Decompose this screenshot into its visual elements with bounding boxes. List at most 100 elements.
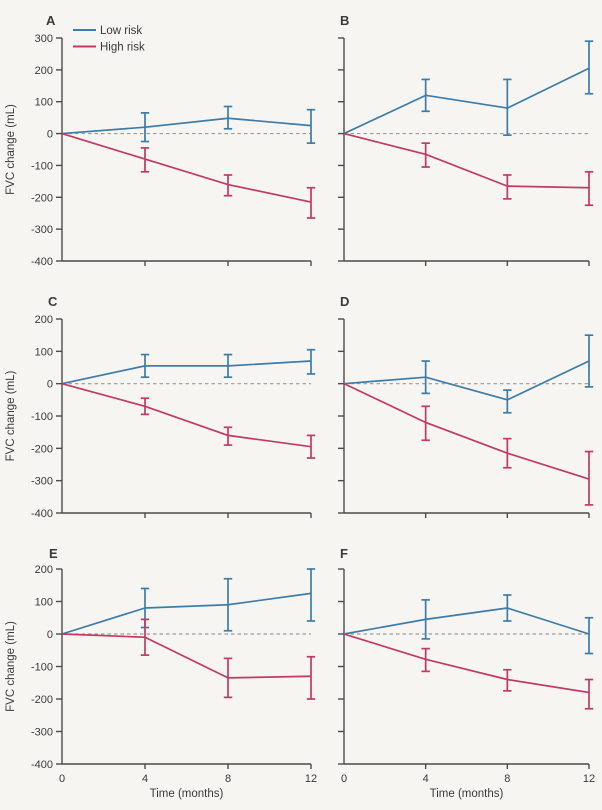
legend-label-low_risk: Low risk <box>100 25 142 37</box>
y-axis-title: FVC change (mL) <box>5 370 17 461</box>
high-risk-error-bar <box>140 147 150 173</box>
high-risk-error-bar <box>421 142 430 168</box>
panel-a-chart: A 300 200 100 0 -100 -200 -300 -400 FVC change (m… <box>5 13 316 268</box>
low-risk-error-bar <box>306 568 316 622</box>
high-risk-error-bar <box>584 678 594 710</box>
high-risk-error-bar <box>584 170 594 207</box>
y-tick-label: -100 <box>31 160 53 172</box>
x-axis-title: Time (months) <box>150 788 224 800</box>
high-risk-error-bar <box>223 657 233 699</box>
y-tick-label: -400 <box>31 508 53 520</box>
panel-d: D <box>322 280 602 550</box>
low-risk-error-bar <box>421 78 430 113</box>
y-tick-label: -300 <box>31 476 53 488</box>
high-risk-error-bar <box>306 186 316 219</box>
low-risk-error-bar <box>421 599 430 640</box>
y-tick-label: -100 <box>31 662 53 674</box>
y-tick-label: -200 <box>31 694 53 706</box>
panel-c-chart: C 200 100 0 -100 -200 -300 -400 FVC change (mL) <box>5 294 316 520</box>
y-tick-label: -300 <box>31 727 53 739</box>
panel-e-chart: E 200 100 0 -100 -200 -300 -400 FVC change (mL) 0… <box>5 546 317 800</box>
high-risk-error-bar <box>223 174 233 197</box>
high-risk-line <box>61 382 312 448</box>
low-risk-line <box>61 360 312 385</box>
x-tick-label: 8 <box>504 773 510 785</box>
low-risk-error-bar <box>584 40 594 95</box>
y-axis-title: FVC change (mL) <box>5 104 17 195</box>
high-risk-error-bar <box>140 618 150 656</box>
panel-c: C 200 100 0 -100 -200 -300 -400 FVC change (mL) <box>0 280 322 550</box>
panel-e: E 200 100 0 -100 -200 -300 -400 FVC change (mL) 0… <box>0 545 322 810</box>
high-risk-line <box>343 633 590 694</box>
high-risk-error-bar <box>223 426 233 446</box>
high-risk-error-bar <box>421 405 430 442</box>
x-tick-label: 4 <box>142 773 148 785</box>
y-tick-label: -400 <box>31 759 53 771</box>
y-tick-label: 100 <box>35 346 53 358</box>
panel-f-chart: F 0 4 8 12 Time (months) <box>338 546 595 800</box>
y-tick-label: 100 <box>35 597 53 609</box>
low-risk-error-bar <box>421 360 430 395</box>
y-tick-label: 0 <box>47 129 53 141</box>
x-tick-label: 0 <box>341 773 347 785</box>
y-tick-label: 0 <box>47 629 53 641</box>
high-risk-line <box>343 132 590 189</box>
low-risk-line <box>61 117 312 135</box>
high-risk-error-bar <box>503 437 512 469</box>
high-risk-line <box>61 132 312 203</box>
y-tick-label: 300 <box>35 33 53 45</box>
low-risk-error-bar <box>140 353 150 379</box>
x-tick-label: 0 <box>59 773 65 785</box>
panel-a: A 300 200 100 0 -100 -200 -300 -400 FVC change (m… <box>0 0 322 285</box>
y-tick-label: -200 <box>31 443 53 455</box>
x-tick-label: 12 <box>305 773 317 785</box>
x-tick-label: 4 <box>423 773 429 785</box>
low-risk-error-bar <box>503 78 512 137</box>
y-tick-label: -300 <box>31 224 53 236</box>
high-risk-error-bar <box>503 174 512 200</box>
panel-letter: F <box>340 546 348 561</box>
high-risk-error-bar <box>503 668 512 692</box>
low-risk-error-bar <box>306 348 316 375</box>
low-risk-error-bar <box>223 577 233 632</box>
low-risk-error-bar <box>140 112 150 143</box>
low-risk-error-bar <box>584 334 594 388</box>
high-risk-line <box>61 633 312 679</box>
panel-d-chart: D <box>338 294 594 518</box>
low-risk-line <box>61 592 312 635</box>
y-tick-label: 200 <box>35 314 53 326</box>
panel-letter: B <box>340 13 349 28</box>
panel-b-chart: B <box>338 13 594 266</box>
legend-label-high_risk: High risk <box>100 42 145 54</box>
y-tick-label: 0 <box>47 379 53 391</box>
low-risk-error-bar <box>223 353 233 379</box>
low-risk-error-bar <box>503 594 512 622</box>
panel-f: F 0 4 8 12 Time (months) <box>322 545 602 810</box>
panel-letter: E <box>49 546 58 561</box>
y-tick-label: 200 <box>35 564 53 576</box>
low-risk-error-bar <box>503 389 512 414</box>
low-risk-error-bar <box>584 616 594 655</box>
high-risk-error-bar <box>306 434 316 459</box>
y-tick-label: -100 <box>31 411 53 423</box>
low-risk-error-bar <box>223 105 233 130</box>
low-risk-line <box>343 360 590 401</box>
y-tick-label: 200 <box>35 65 53 77</box>
panel-b: B <box>322 0 602 285</box>
panel-letter: C <box>48 294 58 309</box>
x-tick-label: 12 <box>583 773 595 785</box>
y-tick-label: 100 <box>35 97 53 109</box>
low-risk-line <box>343 607 590 635</box>
y-axis-title: FVC change (mL) <box>5 621 17 712</box>
high-risk-error-bar <box>140 397 150 416</box>
high-risk-line <box>343 382 590 480</box>
high-risk-error-bar <box>306 655 316 700</box>
y-tick-label: -400 <box>31 256 53 268</box>
x-axis-title: Time (months) <box>430 788 504 800</box>
panel-letter: D <box>340 294 349 309</box>
high-risk-error-bar <box>421 647 430 673</box>
low-risk-line <box>343 67 590 135</box>
x-tick-label: 8 <box>225 773 231 785</box>
panel-letter: A <box>46 13 56 28</box>
